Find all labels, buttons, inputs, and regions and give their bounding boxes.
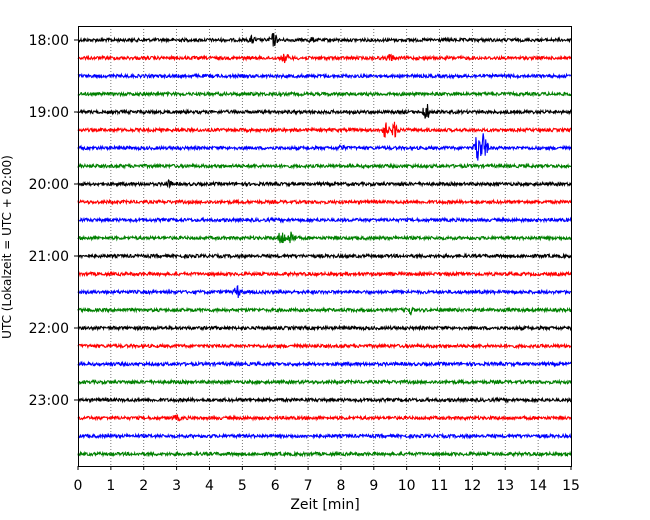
y-tick-label: 19:00: [29, 105, 69, 121]
x-tick-label: 15: [562, 478, 580, 494]
y-axis-title: UTC (Lokalzeit = UTC + 02:00): [0, 155, 14, 339]
x-axis: 0 1 2 3 4 5 6 7 8 9 10 11 12 13 14 15: [74, 466, 580, 494]
x-tick-label: 3: [172, 478, 181, 494]
trace-line: [77, 121, 572, 138]
x-tick-label: 10: [398, 478, 416, 494]
x-tick-label: 5: [238, 478, 247, 494]
plot-frame: [78, 26, 572, 467]
trace-line: [77, 33, 572, 47]
trace-line: [77, 450, 572, 458]
y-tick-label: 21:00: [29, 249, 69, 265]
trace-line: [77, 270, 572, 278]
x-tick-label: 2: [139, 478, 148, 494]
y-tick-label: 20:00: [29, 177, 69, 193]
trace-line: [77, 103, 572, 119]
y-tick-label: 18:00: [29, 33, 69, 49]
x-axis-title: Zeit [min]: [290, 497, 359, 513]
x-tick-label: 6: [271, 478, 280, 494]
y-tick-label: 23:00: [29, 393, 69, 409]
trace-line: [77, 72, 572, 80]
x-tick-label: 8: [336, 478, 345, 494]
trace-line: [77, 90, 572, 98]
x-tick-label: 1: [106, 478, 115, 494]
x-tick-label: 9: [369, 478, 378, 494]
x-tick-label: 0: [74, 478, 83, 494]
trace-line: [77, 306, 572, 316]
trace-layer: [77, 33, 572, 458]
trace-line: [77, 178, 572, 190]
trace-line: [77, 162, 572, 170]
y-tick-label: 22:00: [29, 321, 69, 337]
y-axis: 18:00 19:00 20:00 21:00 22:00 23:00: [29, 33, 78, 409]
x-tick-label: 7: [304, 478, 313, 494]
x-tick-label: 4: [205, 478, 214, 494]
trace-line: [77, 198, 572, 206]
trace-line: [78, 396, 572, 404]
trace-line: [77, 231, 572, 244]
trace-line: [77, 432, 572, 440]
x-tick-label: 12: [463, 478, 481, 494]
trace-line: [77, 378, 572, 386]
x-tick-label: 14: [529, 478, 547, 494]
trace-line: [77, 324, 572, 332]
trace-line: [77, 414, 572, 422]
trace-line: [77, 216, 572, 224]
x-tick-label: 11: [431, 478, 449, 494]
trace-line: [77, 133, 572, 161]
x-gridlines: [110, 26, 539, 466]
trace-line: [77, 53, 572, 64]
trace-line: [77, 284, 572, 299]
trace-line: [77, 342, 572, 350]
trace-line: [77, 360, 572, 368]
x-tick-label: 13: [496, 478, 514, 494]
trace-line: [77, 252, 572, 260]
